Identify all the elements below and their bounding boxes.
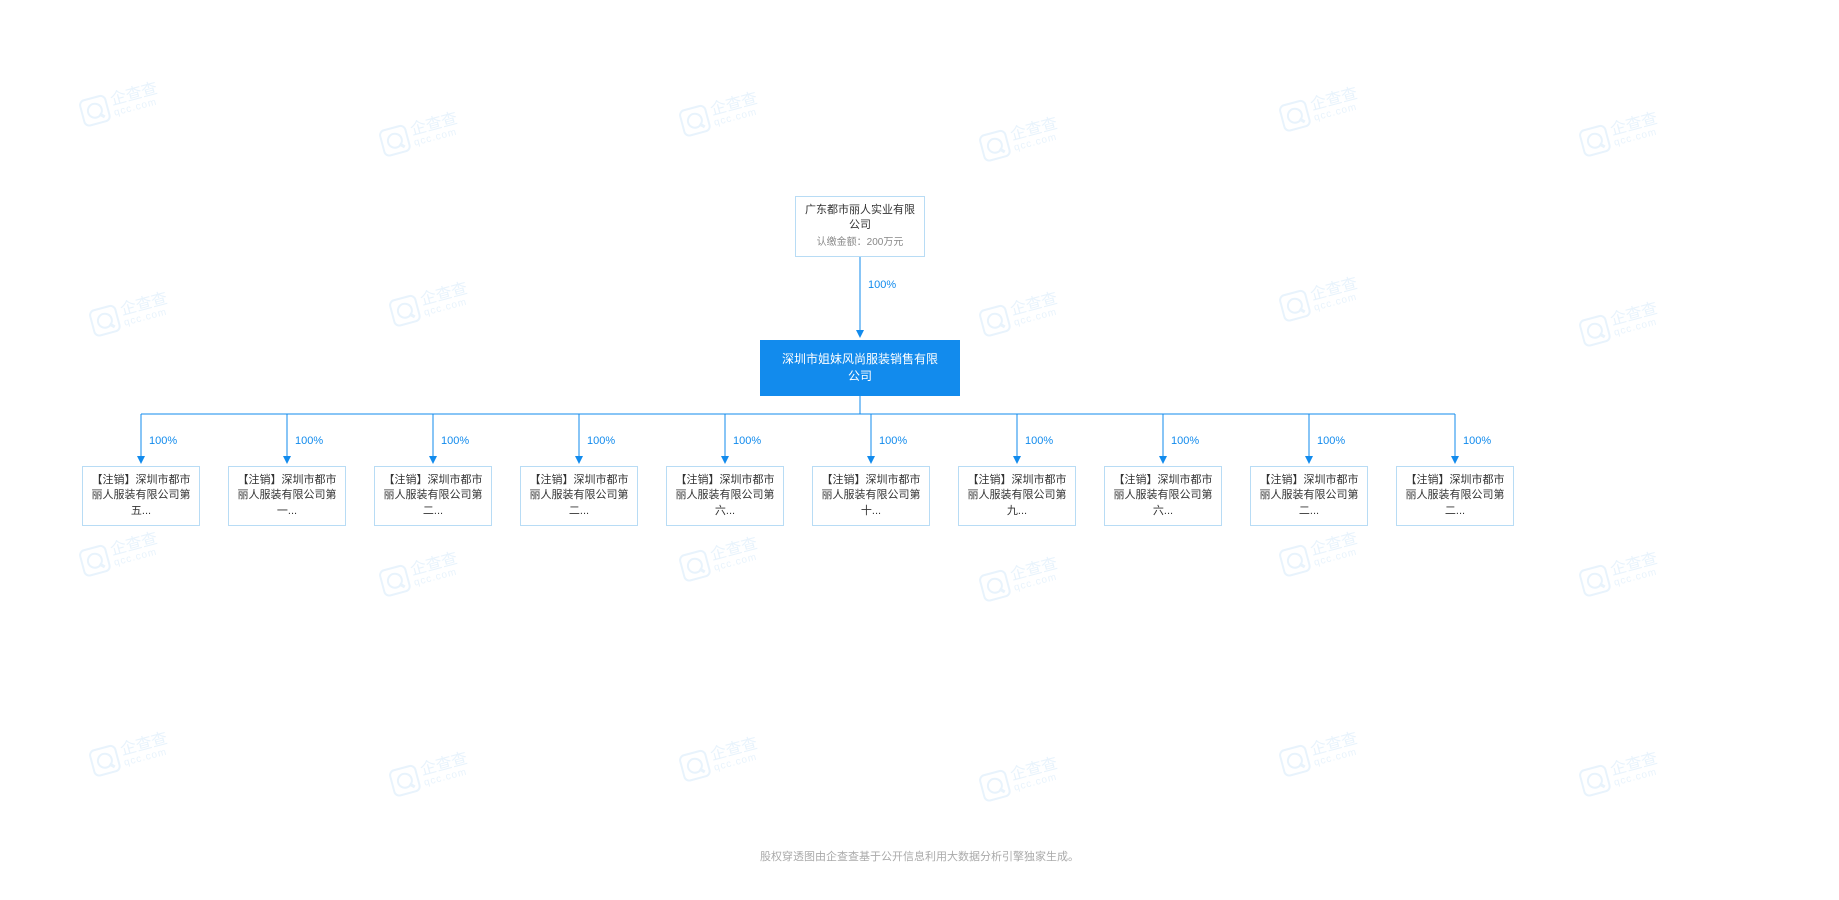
svg-text:100%: 100% — [149, 435, 177, 447]
watermark: 企查查qcc.com — [88, 730, 173, 778]
svg-text:100%: 100% — [868, 279, 896, 291]
watermark: 企查查qcc.com — [978, 755, 1063, 803]
svg-text:100%: 100% — [1171, 435, 1199, 447]
watermark: 企查查qcc.com — [1578, 550, 1663, 598]
watermark: 企查查qcc.com — [1578, 110, 1663, 158]
child-label: 【注销】深圳市都市丽人服装有限公司第十... — [821, 473, 921, 519]
footer-text: 股权穿透图由企查查基于公开信息利用大数据分析引擎独家生成。 — [0, 848, 1839, 864]
svg-text:100%: 100% — [1317, 435, 1345, 447]
watermark: 企查查qcc.com — [978, 290, 1063, 338]
watermark: 企查查qcc.com — [678, 90, 763, 138]
watermark: 企查查qcc.com — [388, 280, 473, 328]
child-node-4[interactable]: 【注销】深圳市都市丽人服装有限公司第六... — [666, 466, 784, 526]
svg-text:100%: 100% — [879, 435, 907, 447]
child-label: 【注销】深圳市都市丽人服装有限公司第五... — [91, 473, 191, 519]
child-label: 【注销】深圳市都市丽人服装有限公司第二... — [1405, 473, 1505, 519]
watermark: 企查查qcc.com — [678, 535, 763, 583]
watermark: 企查查qcc.com — [1278, 275, 1363, 323]
watermark: 企查查qcc.com — [1578, 750, 1663, 798]
watermark: 企查查qcc.com — [78, 530, 163, 578]
child-node-2[interactable]: 【注销】深圳市都市丽人服装有限公司第二... — [374, 466, 492, 526]
child-node-9[interactable]: 【注销】深圳市都市丽人服装有限公司第二... — [1396, 466, 1514, 526]
child-node-0[interactable]: 【注销】深圳市都市丽人服装有限公司第五... — [82, 466, 200, 526]
child-label: 【注销】深圳市都市丽人服装有限公司第六... — [1113, 473, 1213, 519]
svg-text:100%: 100% — [441, 435, 469, 447]
watermark: 企查查qcc.com — [1278, 730, 1363, 778]
child-label: 【注销】深圳市都市丽人服装有限公司第六... — [675, 473, 775, 519]
child-label: 【注销】深圳市都市丽人服装有限公司第二... — [383, 473, 483, 519]
center-node[interactable]: 深圳市姐妹风尚服装销售有限公司 — [760, 340, 960, 396]
svg-text:100%: 100% — [295, 435, 323, 447]
child-node-6[interactable]: 【注销】深圳市都市丽人服装有限公司第九... — [958, 466, 1076, 526]
watermark: 企查查qcc.com — [678, 735, 763, 783]
svg-text:100%: 100% — [1463, 435, 1491, 447]
child-label: 【注销】深圳市都市丽人服装有限公司第九... — [967, 473, 1067, 519]
watermark: 企查查qcc.com — [1278, 85, 1363, 133]
edges-svg: 100% 100% 100% 100% 100% 100% 100% 100% 100% 100%… — [0, 0, 1839, 900]
child-node-7[interactable]: 【注销】深圳市都市丽人服装有限公司第六... — [1104, 466, 1222, 526]
child-label: 【注销】深圳市都市丽人服装有限公司第二... — [529, 473, 629, 519]
parent-capital: 认缴金额：200万元 — [804, 236, 916, 250]
parent-name: 广东都市丽人实业有限公司 — [804, 203, 916, 234]
child-label: 【注销】深圳市都市丽人服装有限公司第一... — [237, 473, 337, 519]
child-node-1[interactable]: 【注销】深圳市都市丽人服装有限公司第一... — [228, 466, 346, 526]
child-node-8[interactable]: 【注销】深圳市都市丽人服装有限公司第二... — [1250, 466, 1368, 526]
watermark: 企查查qcc.com — [378, 110, 463, 158]
parent-node[interactable]: 广东都市丽人实业有限公司认缴金额：200万元 — [795, 196, 925, 257]
watermark: 企查查qcc.com — [378, 550, 463, 598]
watermark: 企查查qcc.com — [88, 290, 173, 338]
watermark: 企查查qcc.com — [78, 80, 163, 128]
watermark: 企查查qcc.com — [1578, 300, 1663, 348]
watermark: 企查查qcc.com — [978, 115, 1063, 163]
child-node-3[interactable]: 【注销】深圳市都市丽人服装有限公司第二... — [520, 466, 638, 526]
watermark: 企查查qcc.com — [388, 750, 473, 798]
watermark: 企查查qcc.com — [978, 555, 1063, 603]
child-label: 【注销】深圳市都市丽人服装有限公司第二... — [1259, 473, 1359, 519]
svg-text:100%: 100% — [1025, 435, 1053, 447]
svg-text:100%: 100% — [733, 435, 761, 447]
svg-text:100%: 100% — [587, 435, 615, 447]
center-name: 深圳市姐妹风尚服装销售有限公司 — [777, 351, 943, 385]
watermark: 企查查qcc.com — [1278, 530, 1363, 578]
child-node-5[interactable]: 【注销】深圳市都市丽人服装有限公司第十... — [812, 466, 930, 526]
